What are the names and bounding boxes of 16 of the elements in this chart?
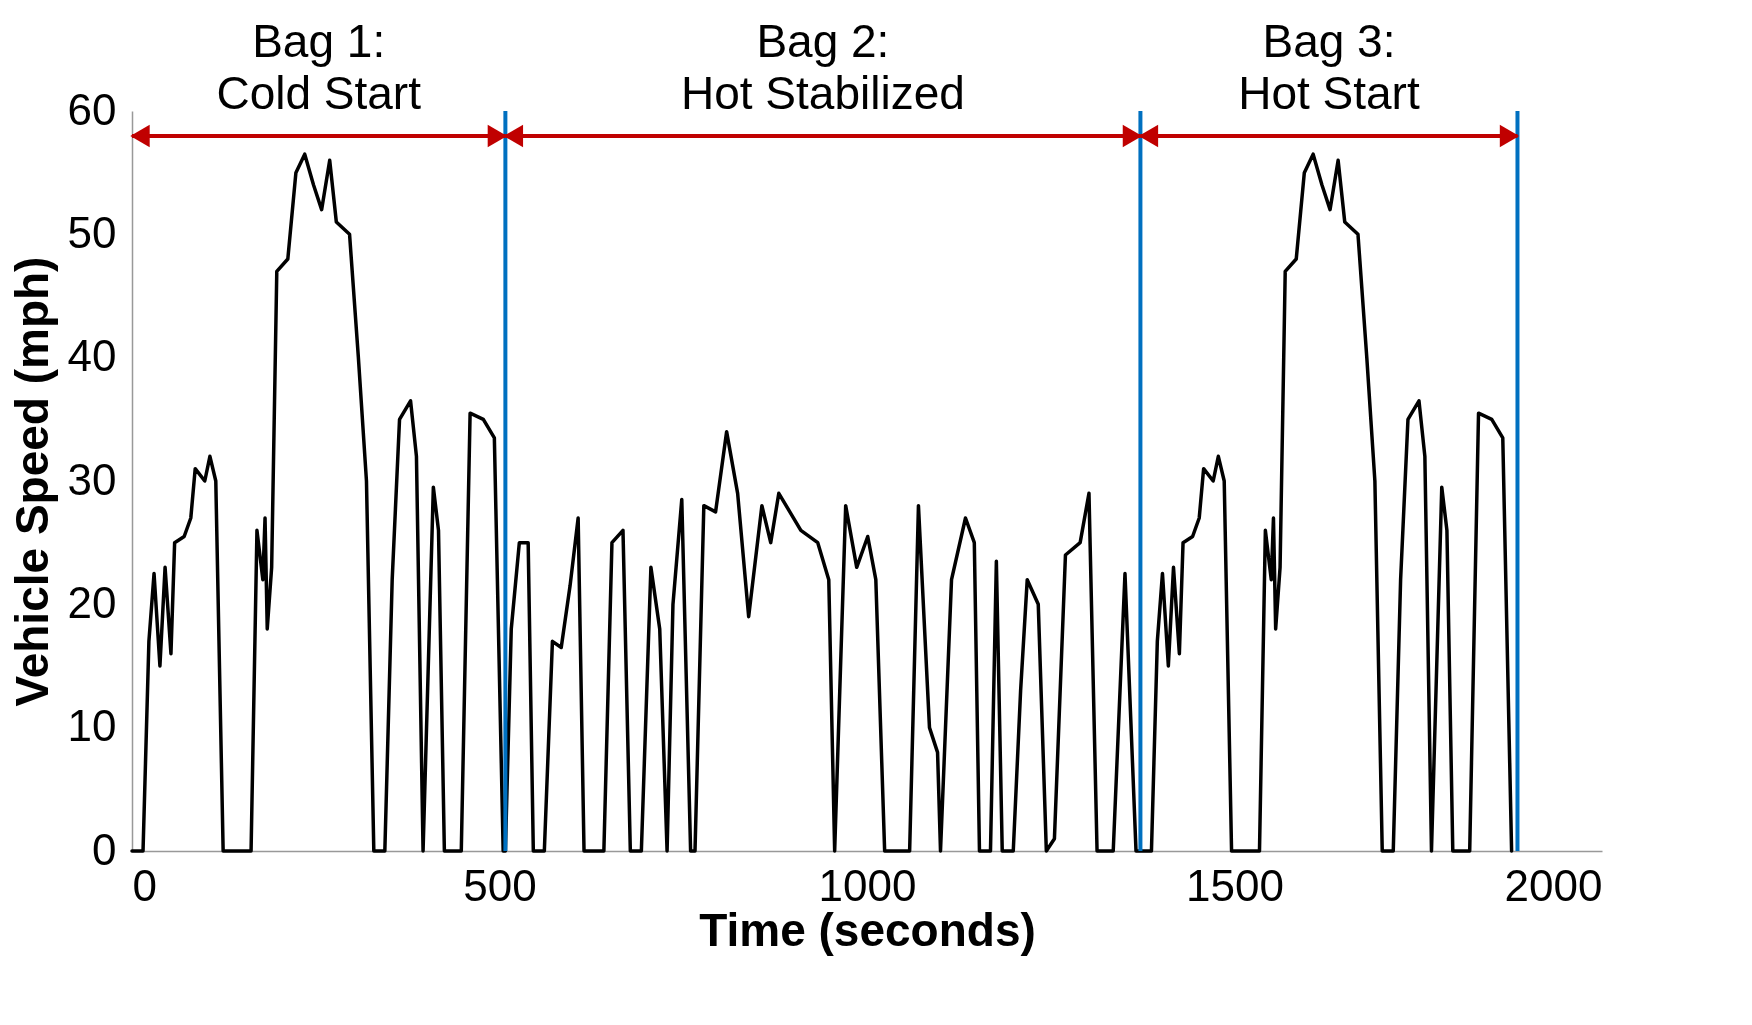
y-tick-label: 40: [67, 331, 117, 381]
y-tick-label: 0: [92, 824, 117, 874]
x-tick-label: 0: [132, 860, 157, 910]
y-axis-title: Vehicle Speed (mph): [5, 256, 58, 707]
x-tick-label: 2000: [1504, 860, 1603, 910]
x-tick-label: 1500: [1186, 860, 1284, 910]
y-tick-label: 50: [67, 207, 117, 257]
annotation: Bag 1: Cold Start: [216, 15, 422, 119]
x-tick-label: 500: [463, 860, 537, 910]
y-tick-label: 10: [67, 701, 117, 751]
annotation: Bag 2: Hot Stabilized: [680, 15, 965, 119]
annotation: Bag 3: Hot Start: [1238, 15, 1420, 119]
line-series: [130, 152, 1514, 853]
y-tick-label: 30: [67, 454, 117, 504]
y-tick-label: 60: [67, 84, 117, 134]
y-tick-label: 20: [67, 577, 117, 627]
